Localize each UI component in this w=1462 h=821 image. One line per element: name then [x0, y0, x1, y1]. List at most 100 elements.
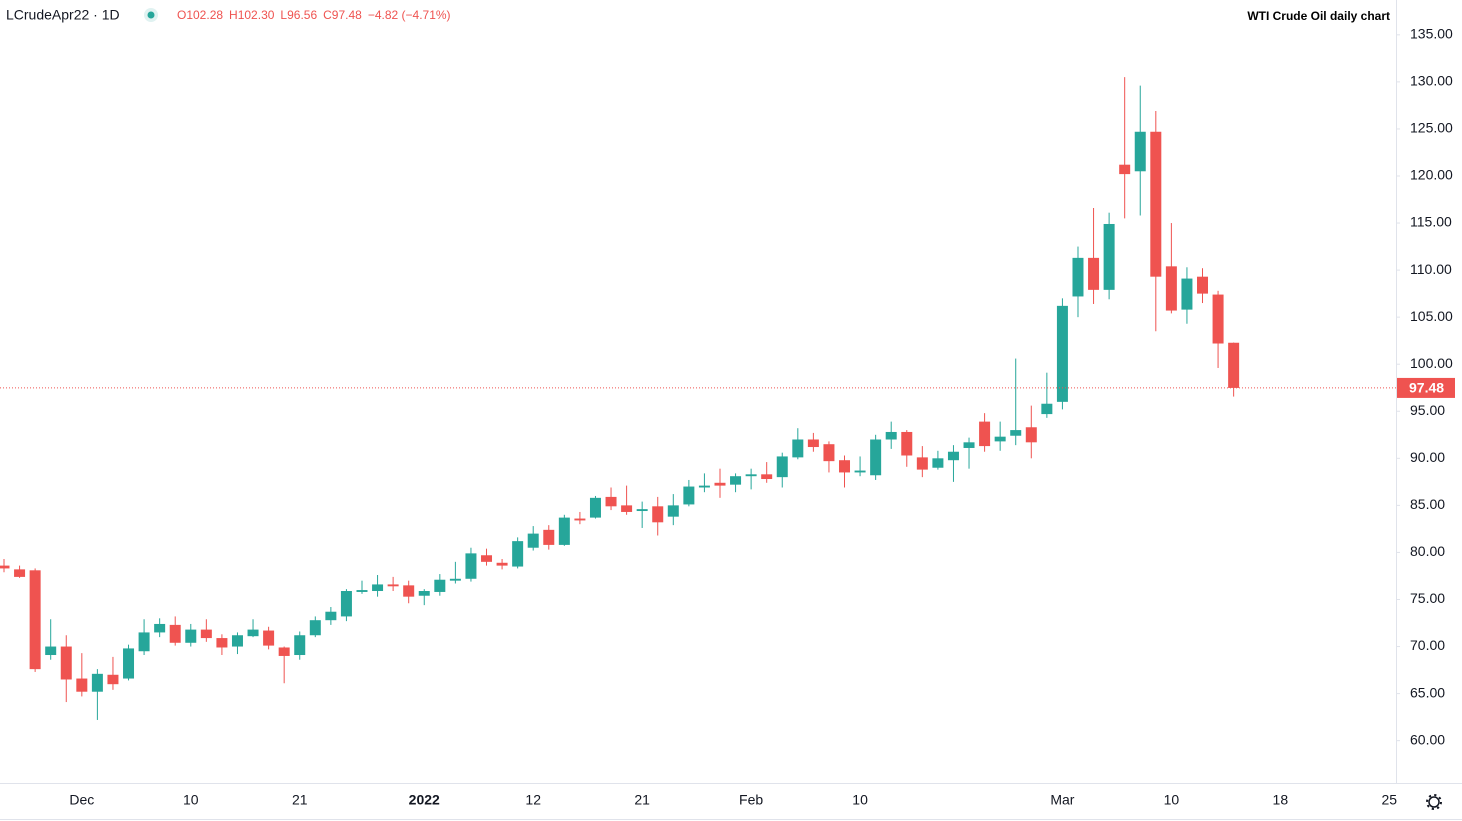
status-dot	[147, 11, 155, 19]
y-tick-label: 85.00	[1410, 496, 1445, 512]
y-tick-label: 125.00	[1410, 120, 1453, 136]
candle-body	[1212, 294, 1224, 344]
ohlc-legend: O102.28 H102.30 L96.56 C97.48 −4.82 (−4.71%)	[177, 8, 451, 22]
candle-body	[325, 611, 337, 621]
candle-body	[29, 570, 41, 670]
x-tick-label: 2022	[409, 792, 440, 808]
candle-body	[916, 457, 928, 470]
x-tick-label: 21	[634, 792, 650, 808]
candle-body	[979, 421, 991, 447]
y-tick-label: 105.00	[1410, 308, 1453, 324]
candle-body	[340, 591, 352, 617]
candle-body	[636, 509, 648, 512]
candle-body	[231, 635, 243, 647]
candle-body	[169, 624, 181, 643]
candle-body	[1228, 342, 1240, 388]
candle-body	[1165, 266, 1177, 311]
candle-body	[963, 442, 975, 448]
legend-value: O102.28	[177, 8, 223, 22]
candle-body	[294, 635, 306, 656]
candle-body	[605, 496, 617, 507]
y-tick-label: 100.00	[1410, 355, 1453, 371]
candle-body	[481, 555, 493, 562]
candle-body	[823, 444, 835, 462]
candle-body	[372, 584, 384, 592]
candle-body	[1072, 257, 1084, 297]
candle-body	[107, 674, 119, 685]
y-tick-label: 90.00	[1410, 449, 1445, 465]
candle-body	[745, 474, 757, 477]
candle-body	[1025, 427, 1037, 443]
candle-body	[885, 431, 897, 440]
candle-body	[154, 623, 166, 633]
candle-body	[216, 638, 228, 648]
candle-body	[698, 485, 710, 488]
y-tick-label: 60.00	[1410, 731, 1445, 747]
candle-body	[683, 486, 695, 505]
candle-body	[91, 673, 103, 692]
candle-body	[465, 553, 477, 579]
x-tick-label: 21	[292, 792, 308, 808]
candle-body	[449, 578, 461, 581]
x-tick-label: Feb	[739, 792, 763, 808]
candle-body	[512, 541, 524, 567]
candle-body	[60, 646, 72, 680]
settings-ring[interactable]	[1428, 796, 1440, 808]
x-tick-label: 10	[852, 792, 868, 808]
settings-icon[interactable]	[1426, 794, 1442, 810]
candle-body	[714, 482, 726, 486]
candle-body	[994, 436, 1006, 442]
candle-body	[434, 579, 446, 592]
y-tick-label: 110.00	[1410, 261, 1452, 277]
candle-body	[1197, 276, 1209, 294]
candle-body	[403, 585, 415, 597]
chart-title: WTI Crude Oil daily chart	[1247, 9, 1390, 23]
candle-body	[527, 533, 539, 548]
x-tick-label: 10	[1164, 792, 1180, 808]
symbol: LCrudeApr22 · 1D	[6, 7, 120, 23]
candle-body	[543, 529, 555, 545]
candle-body	[1056, 305, 1068, 402]
candle-body	[387, 584, 399, 587]
candle-body	[776, 456, 788, 478]
candle-body	[839, 460, 851, 473]
candle-body	[854, 470, 866, 473]
x-tick-label: Dec	[69, 792, 94, 808]
candle-body	[14, 569, 26, 577]
y-tick-label: 130.00	[1410, 73, 1453, 89]
candle-body	[263, 630, 275, 646]
candle-body	[200, 629, 212, 639]
candle-body	[621, 505, 633, 512]
candle-body	[1088, 257, 1100, 290]
candle-body	[1041, 403, 1053, 415]
candle-body	[1134, 131, 1146, 172]
y-tick-label: 120.00	[1410, 167, 1453, 183]
candle-body	[807, 439, 819, 448]
legend-value: H102.30	[229, 8, 275, 22]
candle-body	[870, 439, 882, 476]
last-price-label: 97.48	[1409, 380, 1444, 396]
y-tick-label: 115.00	[1410, 214, 1452, 230]
candle-body	[1150, 131, 1162, 277]
candle-body	[247, 629, 259, 637]
candle-body	[185, 629, 197, 643]
y-tick-label: 80.00	[1410, 543, 1445, 559]
x-tick-label: 18	[1273, 792, 1289, 808]
settings-teeth[interactable]	[1426, 794, 1442, 810]
candle-body	[138, 632, 150, 652]
candle-body	[652, 506, 664, 523]
candle-body	[496, 562, 508, 566]
candle-body	[1181, 278, 1193, 310]
candle-body	[901, 431, 913, 456]
y-tick-label: 95.00	[1410, 402, 1445, 418]
candle-body	[418, 591, 430, 596]
candle-body	[730, 476, 742, 485]
candle-body	[792, 439, 804, 458]
candle-body	[932, 458, 944, 468]
y-tick-label: 65.00	[1410, 684, 1445, 700]
candle-body	[356, 590, 368, 592]
candle-body	[45, 646, 57, 656]
last-price-box	[1397, 377, 1455, 398]
